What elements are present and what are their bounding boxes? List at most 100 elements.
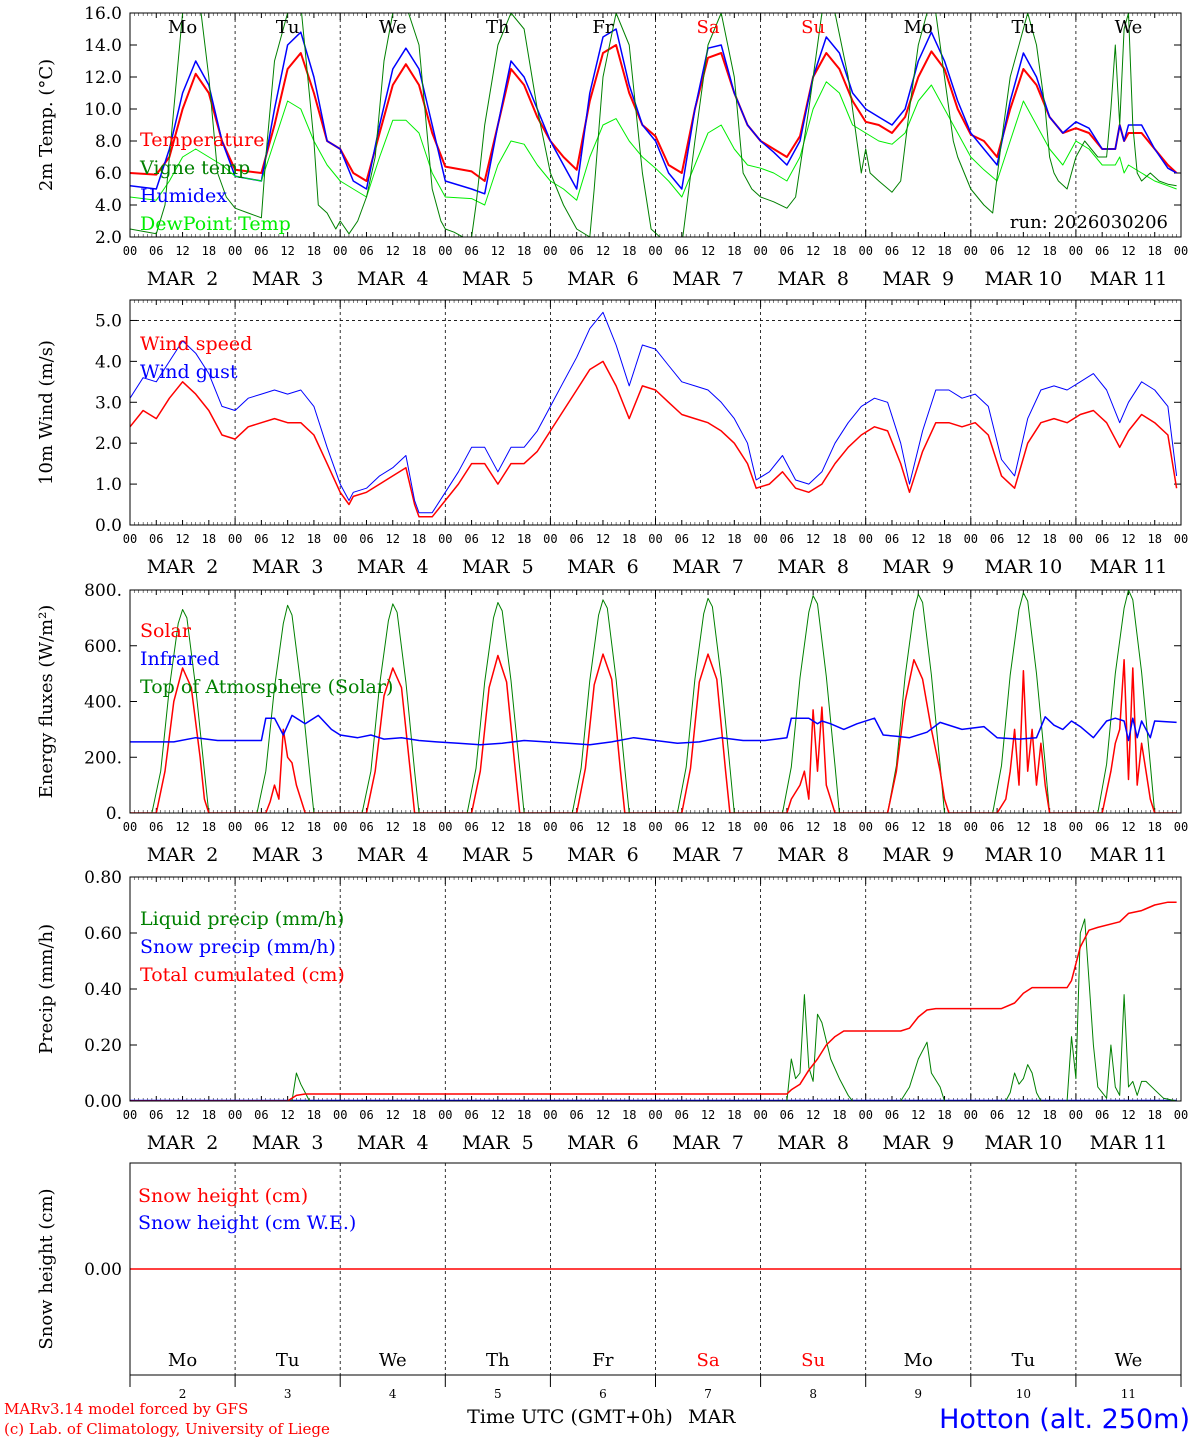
hour-label: 06	[464, 1108, 478, 1122]
hour-label: 00	[1069, 532, 1083, 546]
series-wind-speed	[130, 360, 1178, 518]
hour-label: 12	[596, 820, 610, 834]
hour-label: 00	[1174, 532, 1188, 546]
hour-label: 18	[202, 1108, 216, 1122]
day-label: Tu	[276, 17, 300, 38]
date-label: MAR 5	[462, 1132, 534, 1154]
date-label: MAR 11	[1090, 1132, 1168, 1154]
date-label: MAR 2	[147, 844, 219, 866]
hour-label: 12	[596, 1108, 610, 1122]
hour-label: 18	[937, 820, 951, 834]
hour-label: 12	[386, 244, 400, 258]
hour-label: 00	[333, 1108, 347, 1122]
hour-label: 06	[569, 532, 583, 546]
y-tick-label: 8.0	[95, 132, 122, 152]
hour-label: 12	[806, 820, 820, 834]
hour-label: 18	[517, 1108, 531, 1122]
hour-label: 06	[1095, 820, 1109, 834]
date-label: MAR 7	[672, 556, 744, 578]
day-label: Mo	[904, 17, 933, 38]
day-label: We	[379, 17, 407, 38]
hour-label: 00	[438, 820, 452, 834]
day-label: Sa	[697, 1350, 720, 1371]
hour-label: 12	[1121, 1108, 1135, 1122]
hour-label: 12	[175, 1108, 189, 1122]
hour-label: 00	[753, 820, 767, 834]
date-label: MAR 8	[777, 268, 849, 290]
y-tick-label: 600.	[84, 637, 122, 657]
date-label: MAR 11	[1090, 844, 1168, 866]
plot-frame	[129, 589, 1182, 814]
x-axis-label: Time UTC (GMT+0h)	[467, 1406, 673, 1428]
hour-label: 18	[307, 1108, 321, 1122]
y-tick-label: 2.0	[95, 228, 122, 248]
series-top-of-atmosphere-solar-	[130, 590, 1177, 813]
date-label: MAR 3	[252, 844, 324, 866]
y-tick-label: 0.20	[84, 1036, 122, 1056]
y-tick-label: 0.00	[84, 1092, 122, 1112]
hour-label: 06	[675, 532, 689, 546]
hour-label: 00	[1174, 244, 1188, 258]
date-label: MAR 6	[567, 268, 639, 290]
series-infrared	[130, 714, 1177, 746]
day-number: 11	[1121, 1387, 1136, 1401]
hour-label: 18	[202, 532, 216, 546]
hour-label: 12	[491, 1108, 505, 1122]
panel-precip: 0.00 0.20 0.40 0.60 0.80 Precip (mm/h) Liquid …	[36, 868, 1188, 1154]
day-label: We	[1115, 1350, 1143, 1371]
y-tick-label: 10.0	[84, 100, 122, 120]
date-label: MAR 9	[882, 1132, 954, 1154]
hour-label: 00	[228, 244, 242, 258]
hour-label: 18	[727, 1108, 741, 1122]
day-label: Th	[486, 1350, 510, 1371]
date-label: MAR 9	[882, 844, 954, 866]
hour-label: 06	[885, 532, 899, 546]
legend-entry: DewPoint Temp	[140, 213, 291, 235]
hour-label: 12	[806, 1108, 820, 1122]
hour-label: 00	[543, 820, 557, 834]
hour-label: 12	[1121, 820, 1135, 834]
hour-label: 06	[675, 820, 689, 834]
day-label: Sa	[697, 17, 720, 38]
y-tick-label: 5.0	[95, 311, 122, 331]
hour-label: 00	[228, 1108, 242, 1122]
hour-label: 12	[280, 820, 294, 834]
day-number: 7	[704, 1387, 712, 1401]
date-label: MAR 9	[882, 556, 954, 578]
hour-label: 18	[412, 244, 426, 258]
plot-frame	[129, 299, 1182, 526]
series-solar	[130, 653, 1177, 813]
hour-label: 06	[464, 244, 478, 258]
hour-label: 06	[780, 532, 794, 546]
series-vigne-temp	[130, 13, 1177, 237]
hour-label: 18	[727, 820, 741, 834]
hour-label: 00	[753, 244, 767, 258]
y-tick-label: 400.	[84, 693, 122, 713]
hour-label: 00	[964, 244, 978, 258]
hour-label: 18	[1042, 244, 1056, 258]
hour-label: 18	[937, 532, 951, 546]
hour-label: 12	[701, 532, 715, 546]
series-total-cumulated-cm-	[130, 901, 1177, 1101]
hour-label: 12	[175, 244, 189, 258]
hour-label: 00	[648, 1108, 662, 1122]
legend-entry: Snow precip (mm/h)	[140, 936, 336, 958]
hour-label: 00	[964, 1108, 978, 1122]
hour-label: 00	[753, 1108, 767, 1122]
date-label: MAR 4	[357, 556, 429, 578]
run-annotation: run: 2026030206	[1010, 212, 1168, 233]
hour-label: 06	[254, 820, 268, 834]
day-label: Tu	[1012, 17, 1036, 38]
y-tick-label: 0.60	[84, 924, 122, 944]
hour-label: 18	[832, 1108, 846, 1122]
y-tick-label: 12.0	[84, 68, 122, 88]
panel-wind: 0.0 1.0 2.0 3.0 4.0 5.0 10m Wind (m/s) Wind spe…	[36, 299, 1188, 578]
hour-label: 12	[806, 532, 820, 546]
hour-label: 00	[333, 532, 347, 546]
hour-label: 00	[123, 532, 137, 546]
date-label: MAR 7	[672, 844, 744, 866]
y-tick-label: 0.	[106, 804, 122, 824]
hour-label: 12	[175, 532, 189, 546]
date-label: MAR 7	[672, 268, 744, 290]
